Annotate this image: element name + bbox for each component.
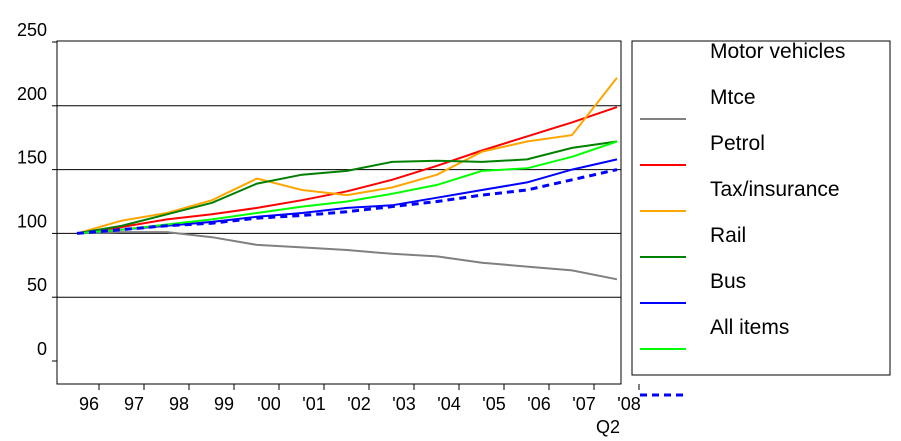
legend: Motor vehicles Mtce Petrol Tax/insurance Rai… (640, 40, 845, 397)
y-tick-label: 200 (17, 84, 47, 104)
x-tick-label: '06 (527, 394, 550, 414)
legend-label: Motor vehicles (710, 40, 845, 63)
y-tick-label: 150 (17, 148, 47, 168)
x-tick-label: '08 (617, 394, 640, 414)
legend-label: Rail (710, 224, 746, 247)
legend-box (631, 40, 891, 376)
x-tick-label: '03 (392, 394, 415, 414)
series-line-dashed-7 (76, 168, 618, 235)
series-line-tax-insurance (76, 77, 618, 235)
y-tick-label: 250 (17, 20, 47, 40)
y-tick-label: 0 (37, 339, 47, 359)
x-tick-label: 97 (124, 394, 144, 414)
y-tick-label: 50 (27, 275, 47, 295)
x-tick-label: '02 (347, 394, 370, 414)
series-line-petrol (76, 106, 618, 235)
x-tick-label: '00 (257, 394, 280, 414)
legend-label: All items (710, 316, 789, 339)
x-tick-label: 98 (169, 394, 189, 414)
legend-label: Mtce (710, 86, 756, 109)
plot-area (56, 40, 622, 385)
x-axis: 96 97 98 99 '00 '01 '02 '03 '04 '05 '06 '07 '08 (79, 384, 641, 414)
legend-label: Petrol (710, 132, 765, 155)
x-tick-label: '07 (572, 394, 595, 414)
legend-label: Bus (710, 270, 746, 293)
series-line-mtce (76, 231, 618, 281)
gridlines (57, 105, 621, 298)
series-line-rail (76, 140, 618, 235)
x-tick-label: '01 (302, 394, 325, 414)
y-axis: 0 50 100 150 200 250 (17, 20, 57, 362)
y-tick-label: 100 (17, 211, 47, 231)
x-tick-label: 99 (214, 394, 234, 414)
x-tick-label: 96 (79, 394, 99, 414)
x-tick-label: '05 (482, 394, 505, 414)
x-tick-sublabel: Q2 (596, 417, 620, 437)
series-lines (76, 77, 618, 281)
legend-label: Tax/insurance (710, 178, 840, 201)
x-tick-label: '04 (437, 394, 460, 414)
